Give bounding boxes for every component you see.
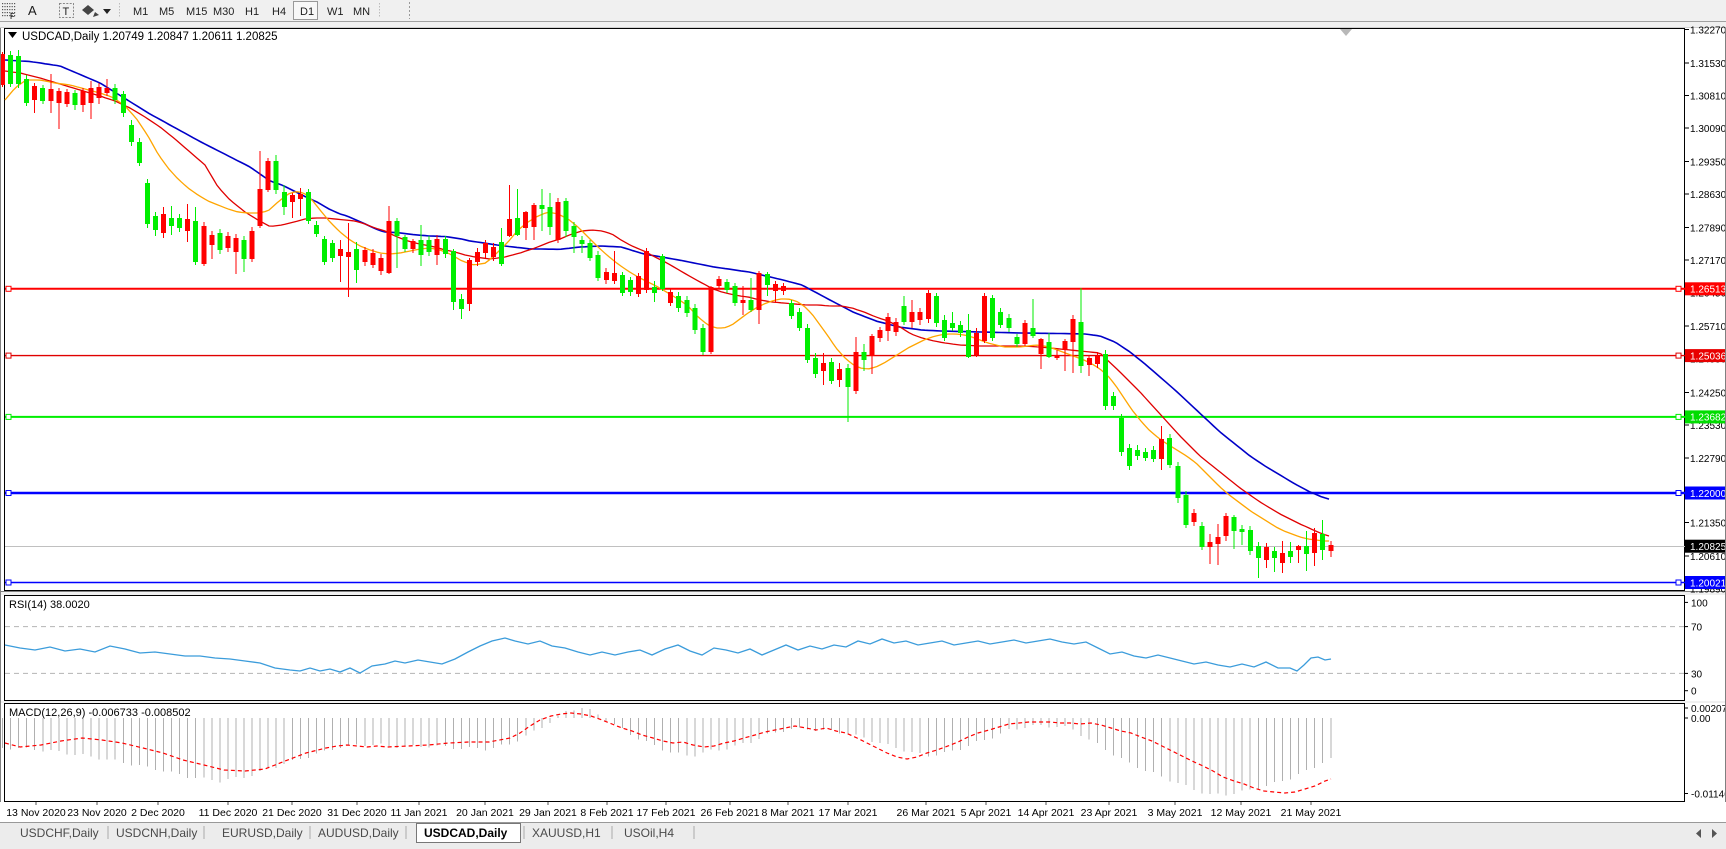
svg-text:USDCAD,Daily 1.20749 1.20847: USDCAD,Daily 1.20749 1.20847 1.20611 1.2… [22,31,278,43]
svg-text:1.30810: 1.30810 [1690,91,1726,102]
svg-text:23 Nov 2020: 23 Nov 2020 [67,807,127,819]
svg-text:1.27890: 1.27890 [1690,223,1726,234]
svg-text:13 Nov 2020: 13 Nov 2020 [6,807,66,819]
svg-text:31 Dec 2020: 31 Dec 2020 [327,807,387,819]
svg-text:1.24250: 1.24250 [1690,388,1726,399]
svg-text:21 Dec 2020: 21 Dec 2020 [262,807,322,819]
svg-text:1.22000: 1.22000 [1690,489,1726,500]
svg-text:F: F [10,12,15,21]
svg-text:1.23682: 1.23682 [1690,413,1726,424]
svg-text:1.20021: 1.20021 [1690,578,1726,589]
svg-text:USDCAD,Daily: USDCAD,Daily [424,826,508,840]
svg-text:0.002074: 0.002074 [1691,704,1726,715]
svg-text:20 Jan 2021: 20 Jan 2021 [456,807,514,819]
svg-text:USOil,H4: USOil,H4 [624,826,674,840]
svg-text:8 Mar 2021: 8 Mar 2021 [761,807,814,819]
svg-text:26 Mar 2021: 26 Mar 2021 [897,807,956,819]
svg-text:11 Dec 2020: 11 Dec 2020 [199,807,258,819]
svg-text:8 Feb 2021: 8 Feb 2021 [580,807,633,819]
svg-text:1.20610: 1.20610 [1690,552,1726,563]
svg-text:0: 0 [1691,687,1697,698]
svg-text:1.21350: 1.21350 [1690,518,1726,529]
svg-text:1.19890: 1.19890 [1690,584,1726,595]
svg-text:EURUSD,Daily: EURUSD,Daily [222,826,303,840]
svg-text:AUDUSD,Daily: AUDUSD,Daily [318,826,399,840]
svg-text:1.31530: 1.31530 [1690,59,1726,70]
svg-text:MN: MN [353,6,370,18]
svg-text:1.25036: 1.25036 [1690,351,1726,362]
svg-text:USDCHF,Daily: USDCHF,Daily [20,826,99,840]
svg-text:H1: H1 [245,6,259,18]
svg-text:14 Apr 2021: 14 Apr 2021 [1018,807,1075,819]
svg-text:12 May 2021: 12 May 2021 [1211,807,1272,819]
svg-text:RSI(14) 38.0020: RSI(14) 38.0020 [9,599,90,611]
svg-text:0.00: 0.00 [1691,714,1711,725]
svg-text:3 May 2021: 3 May 2021 [1148,807,1203,819]
svg-text:M1: M1 [133,6,148,18]
svg-text:17 Mar 2021: 17 Mar 2021 [819,807,878,819]
svg-text:29 Jan 2021: 29 Jan 2021 [519,807,577,819]
svg-text:T: T [63,6,70,18]
svg-text:5 Apr 2021: 5 Apr 2021 [961,807,1012,819]
svg-text:11 Jan 2021: 11 Jan 2021 [390,807,447,819]
svg-text:1.20825: 1.20825 [1690,542,1726,553]
svg-text:XAUUSD,H1: XAUUSD,H1 [532,826,601,840]
svg-text:1.27170: 1.27170 [1690,256,1726,267]
svg-text:1.29350: 1.29350 [1690,157,1726,168]
svg-text:D1: D1 [300,6,314,18]
svg-text:H4: H4 [272,6,286,18]
svg-text:23 Apr 2021: 23 Apr 2021 [1081,807,1138,819]
svg-text:A: A [28,3,37,18]
svg-text:1.32270: 1.32270 [1690,25,1726,36]
svg-text:MACD(12,26,9) -0.006733 -0.008: MACD(12,26,9) -0.006733 -0.008502 [9,707,191,719]
svg-text:W1: W1 [327,6,344,18]
svg-text:M30: M30 [213,6,234,18]
svg-text:1.25710: 1.25710 [1690,322,1726,333]
svg-text:30: 30 [1691,669,1703,680]
svg-text:M5: M5 [159,6,174,18]
svg-text:1.30090: 1.30090 [1690,124,1726,135]
svg-text:1.22790: 1.22790 [1690,454,1726,465]
svg-text:17 Feb 2021: 17 Feb 2021 [637,807,696,819]
svg-text:1.26513: 1.26513 [1690,285,1726,296]
svg-text:-0.011462: -0.011462 [1691,790,1726,801]
svg-text:100: 100 [1691,598,1708,609]
svg-text:26 Feb 2021: 26 Feb 2021 [701,807,760,819]
svg-text:1.28630: 1.28630 [1690,190,1726,201]
svg-text:M15: M15 [186,6,207,18]
svg-text:70: 70 [1691,623,1703,634]
svg-text:21 May 2021: 21 May 2021 [1281,807,1342,819]
svg-text:USDCNH,Daily: USDCNH,Daily [116,826,197,840]
svg-text:1.23530: 1.23530 [1690,421,1726,432]
svg-text:2 Dec 2020: 2 Dec 2020 [131,807,185,819]
